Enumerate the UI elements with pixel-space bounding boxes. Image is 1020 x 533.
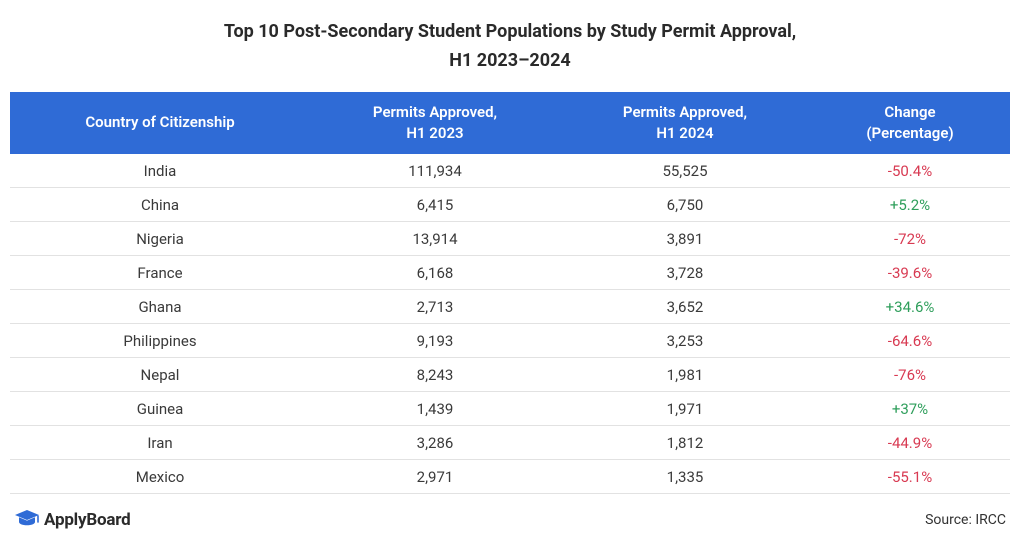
table-row: Guinea1,4391,971+37% (10, 391, 1010, 425)
cell-h1-2023: 3,286 (310, 425, 560, 459)
col-h1-2024: Permits Approved,H1 2024 (560, 92, 810, 154)
cell-change: +34.6% (810, 289, 1010, 323)
table-row: Ghana2,7133,652+34.6% (10, 289, 1010, 323)
table-row: China6,4156,750+5.2% (10, 187, 1010, 221)
table-body: India111,93455,525-50.4%China6,4156,750+… (10, 154, 1010, 494)
graduation-cap-icon (14, 508, 40, 532)
cell-change: -39.6% (810, 255, 1010, 289)
cell-h1-2024: 1,335 (560, 459, 810, 493)
table-row: Philippines9,1933,253-64.6% (10, 323, 1010, 357)
footer: ApplyBoard Source: IRCC (10, 508, 1010, 532)
table-row: India111,93455,525-50.4% (10, 154, 1010, 188)
table-header: Country of Citizenship Permits Approved,… (10, 92, 1010, 154)
cell-h1-2024: 3,253 (560, 323, 810, 357)
cell-change: +5.2% (810, 187, 1010, 221)
cell-country: Guinea (10, 391, 310, 425)
cell-country: Philippines (10, 323, 310, 357)
cell-h1-2024: 3,728 (560, 255, 810, 289)
col-country: Country of Citizenship (10, 92, 310, 154)
cell-change: -50.4% (810, 154, 1010, 188)
cell-h1-2024: 6,750 (560, 187, 810, 221)
cell-country: China (10, 187, 310, 221)
cell-country: Nigeria (10, 221, 310, 255)
permits-table: Country of Citizenship Permits Approved,… (10, 92, 1010, 494)
logo: ApplyBoard (14, 508, 131, 532)
table-row: Nepal8,2431,981-76% (10, 357, 1010, 391)
cell-h1-2023: 111,934 (310, 154, 560, 188)
cell-country: India (10, 154, 310, 188)
col-h1-2023-label: Permits Approved,H1 2023 (373, 103, 497, 142)
cell-country: France (10, 255, 310, 289)
cell-change: -44.9% (810, 425, 1010, 459)
cell-h1-2023: 2,971 (310, 459, 560, 493)
cell-h1-2024: 3,652 (560, 289, 810, 323)
cell-change: -76% (810, 357, 1010, 391)
cell-h1-2023: 1,439 (310, 391, 560, 425)
cell-h1-2024: 1,981 (560, 357, 810, 391)
cell-h1-2024: 55,525 (560, 154, 810, 188)
table-row: France6,1683,728-39.6% (10, 255, 1010, 289)
cell-h1-2023: 8,243 (310, 357, 560, 391)
table-row: Nigeria13,9143,891-72% (10, 221, 1010, 255)
cell-h1-2023: 13,914 (310, 221, 560, 255)
logo-text: ApplyBoard (44, 510, 131, 530)
cell-h1-2023: 6,168 (310, 255, 560, 289)
cell-change: +37% (810, 391, 1010, 425)
cell-change: -55.1% (810, 459, 1010, 493)
source-text: Source: IRCC (925, 512, 1006, 528)
col-h1-2024-label: Permits Approved,H1 2024 (623, 103, 747, 142)
cell-h1-2023: 2,713 (310, 289, 560, 323)
cell-h1-2024: 1,971 (560, 391, 810, 425)
cell-h1-2024: 3,891 (560, 221, 810, 255)
cell-country: Mexico (10, 459, 310, 493)
title-line-1: Top 10 Post-Secondary Student Population… (224, 21, 796, 42)
cell-change: -64.6% (810, 323, 1010, 357)
cell-change: -72% (810, 221, 1010, 255)
table-row: Iran3,2861,812-44.9% (10, 425, 1010, 459)
table-row: Mexico2,9711,335-55.1% (10, 459, 1010, 493)
chart-title: Top 10 Post-Secondary Student Population… (10, 18, 1010, 76)
col-change-label: Change(Percentage) (866, 103, 953, 142)
cell-country: Iran (10, 425, 310, 459)
cell-country: Ghana (10, 289, 310, 323)
title-line-2: H1 2023–2024 (449, 50, 570, 71)
cell-country: Nepal (10, 357, 310, 391)
cell-h1-2024: 1,812 (560, 425, 810, 459)
cell-h1-2023: 9,193 (310, 323, 560, 357)
cell-h1-2023: 6,415 (310, 187, 560, 221)
col-change: Change(Percentage) (810, 92, 1010, 154)
col-h1-2023: Permits Approved,H1 2023 (310, 92, 560, 154)
